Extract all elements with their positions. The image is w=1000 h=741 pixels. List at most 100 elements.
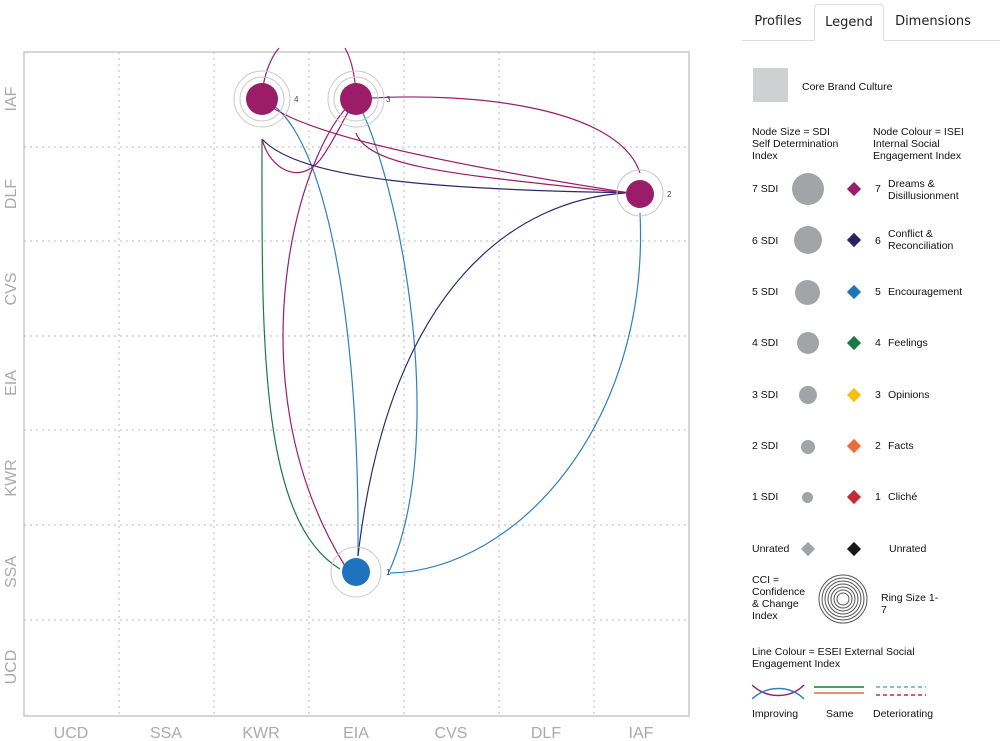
x-tick: KWR [242,725,279,741]
x-tick: CVS [435,725,468,741]
ring-node-2 [616,169,664,217]
node-1-label: 1 [386,568,391,577]
node-3-label: 3 [386,95,391,104]
y-tick: SSA [3,556,20,588]
sdi-size-2-icon [801,440,815,454]
node-4-label: 4 [294,95,299,104]
isei-name: Feelings [888,337,928,349]
link-2-1-blue [389,212,642,574]
y-tick: EIA [3,370,20,396]
isei-name: Opinions [888,389,930,401]
link-4-1-blue [261,98,359,557]
isei-3-icon [846,387,862,403]
sdi-size-4-icon [797,332,819,354]
isei-5-icon [846,284,862,300]
isei-num: 5 [875,286,881,298]
isei-name: Dreams & Disillusionment [888,178,959,202]
improving-icon-2 [752,687,805,700]
ring-node-4-inner [239,76,285,122]
unrated-grey-icon [800,541,816,557]
isei-4-icon [846,335,862,351]
sdi-label: 1 SDI [752,491,779,503]
isei-num: 4 [875,337,881,349]
tab-bar: Profiles Legend Dimensions [742,4,1000,41]
isei-2-icon [846,438,862,454]
sdi-label: 5 SDI [752,286,779,298]
isei-name: Cliché [888,491,918,503]
x-tick: UCD [54,725,89,741]
unrated-colour-label: Unrated [889,543,927,555]
y-tick: CVS [3,273,20,306]
deteriorating-label: Deteriorating [873,708,934,720]
unrated-black-icon [846,541,862,557]
isei-num: 1 [875,491,881,503]
core-brand-swatch [753,68,788,102]
sdi-size-6-icon [794,226,822,254]
legend-panel: Core Brand Culture Node Size = SDI Self … [742,40,1000,741]
unrated-size-label: Unrated [752,543,790,555]
line-colour-title: Line Colour = ESEI External Social Engag… [752,646,915,670]
isei-num: 7 [875,183,881,195]
x-tick: EIA [343,725,369,741]
same-label: Same [826,708,854,720]
x-tick: DLF [531,725,561,741]
link-3-4-loop [261,98,357,173]
network-chart[interactable]: 4 3 2 1 UCD SSA KWR EIA CVS DLF IAF IAF … [0,0,735,741]
isei-6-icon [846,232,862,248]
sdi-size-3-icon [799,386,817,404]
x-tick: IAF [629,725,654,741]
isei-num: 6 [875,235,881,247]
node-1[interactable] [342,558,370,586]
links-layer [261,47,642,575]
ring-size-label: Ring Size 1-7 [881,592,939,616]
link-3-1-blue [355,98,418,575]
tab-dimensions[interactable]: Dimensions [895,14,971,29]
x-axis-labels: UCD SSA KWR EIA CVS DLF IAF [54,725,654,741]
node-size-title: Node Size = SDI Self Determination Index [752,126,839,162]
grid-lines [24,52,689,716]
sdi-label: 2 SDI [752,440,779,452]
sdi-label: 7 SDI [752,183,779,195]
link-4-1-green [261,138,341,570]
improving-icon [752,684,805,697]
ring-size-icon [818,574,868,624]
ring-node-3-inner [333,76,379,122]
link-4-2-navy [261,138,641,194]
isei-name: Encouragement [888,286,963,298]
sdi-size-1-icon [802,492,813,503]
y-tick: DLF [3,179,20,209]
sdi-label: 4 SDI [752,337,779,349]
isei-name: Conflict & Reconciliation [888,228,954,252]
y-tick: UCD [3,650,20,685]
ring-node-4 [233,70,291,128]
isei-7-icon [846,181,862,197]
cci-label: CCI = Confidence & Change Index [752,574,806,622]
plot-frame [23,51,690,717]
sdi-label: 3 SDI [752,389,779,401]
tab-legend[interactable]: Legend [814,4,884,41]
improving-label: Improving [752,708,799,720]
line-legend-icons [752,684,926,700]
y-tick: IAF [3,86,20,111]
isei-1-icon [846,489,862,505]
node-4[interactable] [246,83,278,115]
sdi-size-5-icon [795,280,820,305]
node-3[interactable] [340,83,372,115]
node-rings [233,70,664,598]
y-tick: KWR [3,459,20,496]
sdi-label: 6 SDI [752,235,779,247]
link-3-2-top [355,96,641,174]
x-tick: SSA [150,725,182,741]
link-3-1-magenta [282,98,357,567]
link-3-2-low [355,132,626,194]
isei-num: 3 [875,389,881,401]
ring-node-3 [327,70,385,128]
link-4-2-magenta [261,98,631,194]
y-axis-labels: IAF DLF CVS EIA KWR SSA UCD [3,86,20,684]
node-2-label: 2 [667,190,672,199]
isei-name: Facts [888,440,914,452]
isei-num: 2 [875,440,881,452]
link-2-1-navy [357,192,626,557]
node-2[interactable] [626,180,654,208]
tab-profiles[interactable]: Profiles [754,14,802,29]
